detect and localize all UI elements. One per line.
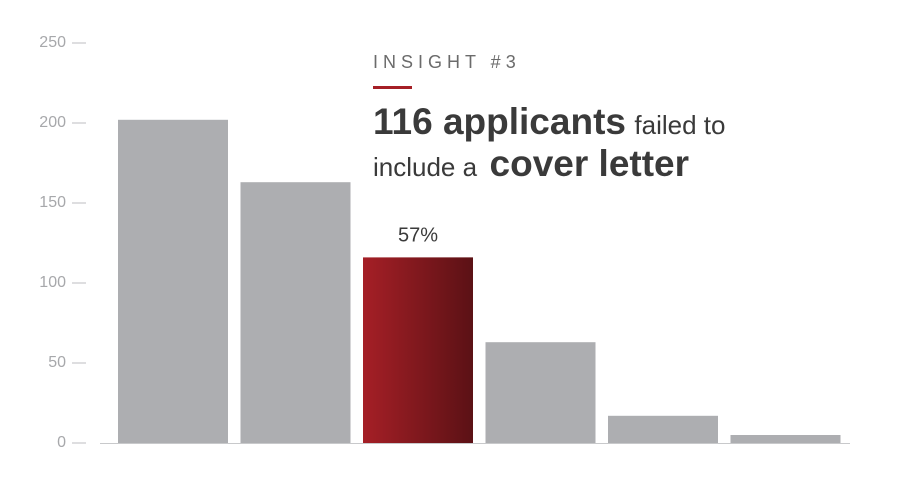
y-tick-label: 0 xyxy=(57,434,66,451)
headline-bold: cover letter xyxy=(490,143,690,184)
kicker-underline xyxy=(373,86,412,89)
y-tick-label: 200 xyxy=(39,114,66,131)
headline-line-2: include a cover letter xyxy=(373,143,689,184)
headline-text: include a xyxy=(373,152,478,182)
y-tick-label: 150 xyxy=(39,194,66,211)
headline-text: failed to xyxy=(634,110,725,140)
bar-annotation: 57% xyxy=(398,224,438,246)
bar xyxy=(485,342,596,443)
y-tick-label: 50 xyxy=(48,354,66,371)
bar-shade xyxy=(363,257,473,443)
headline-line-1: 116 applicants failed to xyxy=(373,101,726,142)
kicker: INSIGHT #3 xyxy=(373,52,521,72)
bar xyxy=(118,119,228,444)
y-tick-label: 100 xyxy=(39,274,66,291)
y-tick-label: 250 xyxy=(39,34,66,51)
bar xyxy=(608,415,718,443)
bar xyxy=(240,182,351,443)
bar xyxy=(730,435,841,443)
headline-bold: 116 applicants xyxy=(373,101,626,142)
